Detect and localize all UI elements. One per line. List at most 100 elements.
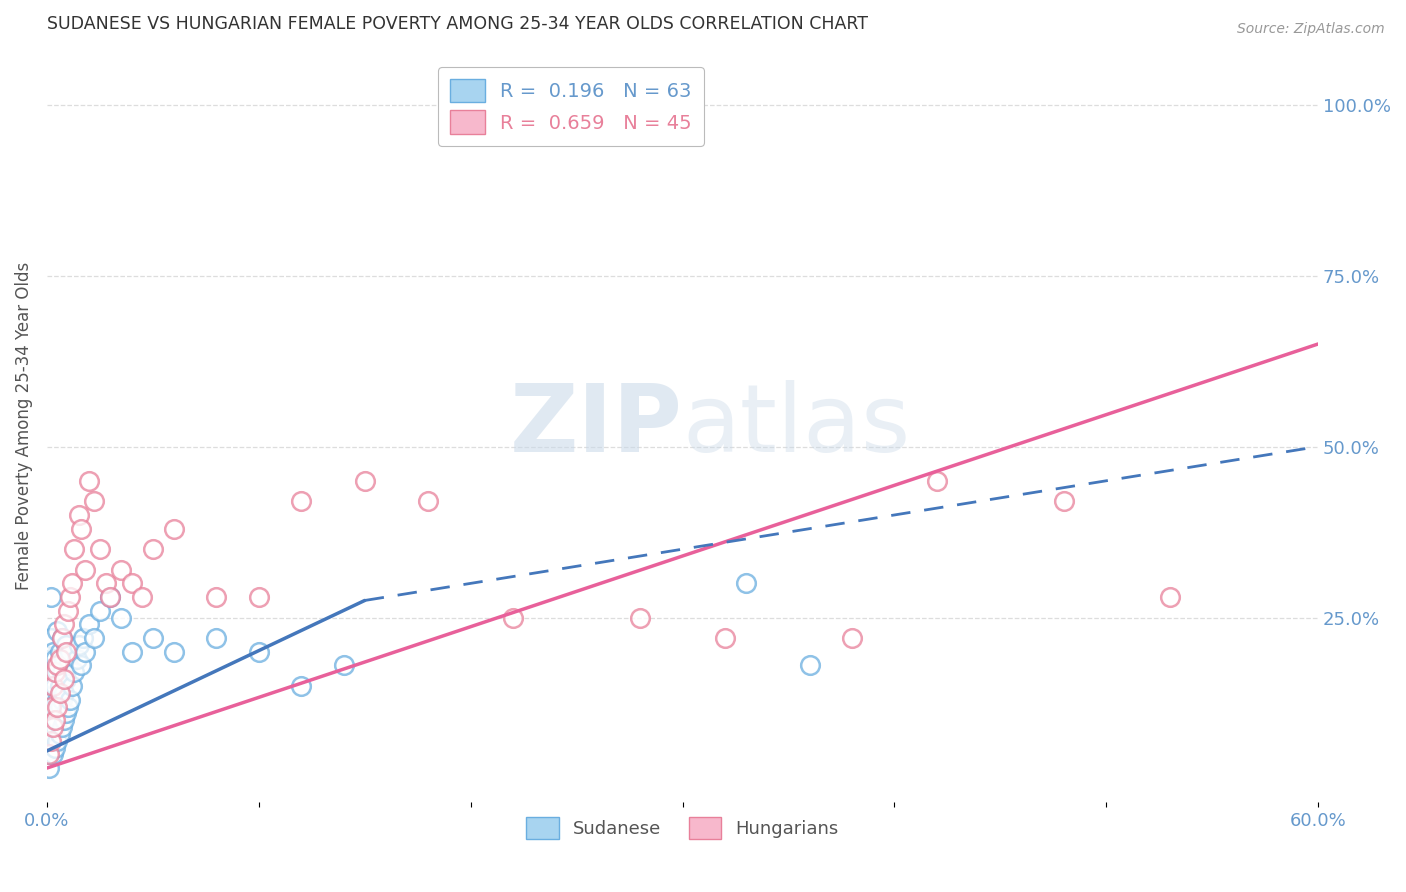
Point xyxy=(67,638,90,652)
Point xyxy=(205,631,228,645)
Point xyxy=(628,610,651,624)
Point xyxy=(42,679,65,693)
Point xyxy=(46,665,69,680)
Point xyxy=(42,645,65,659)
Point xyxy=(42,692,65,706)
Point xyxy=(39,699,62,714)
Point xyxy=(46,713,69,727)
Point xyxy=(142,542,165,557)
Point xyxy=(290,679,312,693)
Point xyxy=(142,631,165,645)
Point xyxy=(44,720,66,734)
Point xyxy=(77,617,100,632)
Point xyxy=(44,679,66,693)
Point xyxy=(48,651,70,665)
Point xyxy=(51,720,73,734)
Point xyxy=(39,699,62,714)
Point xyxy=(77,474,100,488)
Point xyxy=(59,645,82,659)
Point xyxy=(51,665,73,680)
Point xyxy=(73,563,96,577)
Legend: Sudanese, Hungarians: Sudanese, Hungarians xyxy=(519,809,846,846)
Point xyxy=(44,713,66,727)
Point xyxy=(51,631,73,645)
Point xyxy=(52,651,75,665)
Point xyxy=(110,610,132,624)
Point xyxy=(38,747,60,762)
Point xyxy=(42,672,65,686)
Point xyxy=(52,672,75,686)
Point xyxy=(39,679,62,693)
Point xyxy=(418,494,440,508)
Point xyxy=(735,576,758,591)
Point xyxy=(502,610,524,624)
Point xyxy=(72,631,94,645)
Point xyxy=(46,733,69,747)
Point xyxy=(83,631,105,645)
Point xyxy=(55,645,77,659)
Point xyxy=(52,713,75,727)
Point xyxy=(799,658,821,673)
Point xyxy=(332,658,354,673)
Point xyxy=(60,576,83,591)
Point xyxy=(51,631,73,645)
Point xyxy=(67,508,90,522)
Point xyxy=(38,747,60,762)
Point xyxy=(48,679,70,693)
Point xyxy=(42,720,65,734)
Point xyxy=(42,747,65,762)
Point xyxy=(39,651,62,665)
Text: ZIP: ZIP xyxy=(509,380,682,472)
Point xyxy=(59,692,82,706)
Text: SUDANESE VS HUNGARIAN FEMALE POVERTY AMONG 25-34 YEAR OLDS CORRELATION CHART: SUDANESE VS HUNGARIAN FEMALE POVERTY AMO… xyxy=(46,15,868,33)
Point xyxy=(89,542,111,557)
Point xyxy=(290,494,312,508)
Point xyxy=(51,692,73,706)
Point xyxy=(163,522,186,536)
Point xyxy=(73,645,96,659)
Point xyxy=(69,522,91,536)
Point xyxy=(44,699,66,714)
Point xyxy=(48,727,70,741)
Point xyxy=(52,686,75,700)
Point xyxy=(841,631,863,645)
Point xyxy=(46,692,69,706)
Text: Source: ZipAtlas.com: Source: ZipAtlas.com xyxy=(1237,22,1385,37)
Point xyxy=(59,590,82,604)
Point xyxy=(69,658,91,673)
Point xyxy=(56,658,79,673)
Point xyxy=(44,665,66,680)
Point xyxy=(89,604,111,618)
Point xyxy=(100,590,122,604)
Point xyxy=(714,631,737,645)
Point xyxy=(46,699,69,714)
Point xyxy=(38,761,60,775)
Point xyxy=(247,645,270,659)
Point xyxy=(110,563,132,577)
Point xyxy=(205,590,228,604)
Point xyxy=(65,651,87,665)
Point xyxy=(56,604,79,618)
Point xyxy=(48,699,70,714)
Point xyxy=(39,733,62,747)
Point xyxy=(52,617,75,632)
Point xyxy=(247,590,270,604)
Point xyxy=(63,542,86,557)
Point xyxy=(353,474,375,488)
Point xyxy=(100,590,122,604)
Y-axis label: Female Poverty Among 25-34 Year Olds: Female Poverty Among 25-34 Year Olds xyxy=(15,262,32,591)
Point xyxy=(55,672,77,686)
Point xyxy=(131,590,153,604)
Point xyxy=(121,645,143,659)
Point xyxy=(925,474,948,488)
Point xyxy=(42,713,65,727)
Text: atlas: atlas xyxy=(682,380,911,472)
Point xyxy=(1053,494,1076,508)
Point xyxy=(121,576,143,591)
Point xyxy=(39,631,62,645)
Point xyxy=(39,590,62,604)
Point xyxy=(44,740,66,755)
Point xyxy=(48,686,70,700)
Point xyxy=(46,658,69,673)
Point xyxy=(63,665,86,680)
